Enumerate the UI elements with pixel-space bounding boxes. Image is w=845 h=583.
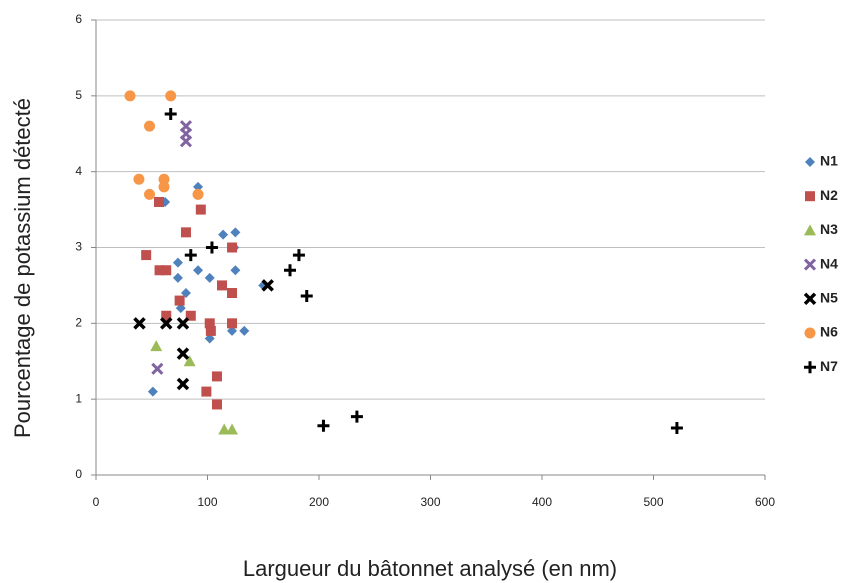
y-tick-label: 4 xyxy=(75,164,82,178)
point xyxy=(218,423,231,435)
y-tick-label: 0 xyxy=(75,467,82,481)
point xyxy=(211,371,222,382)
point xyxy=(161,310,172,321)
point xyxy=(150,340,163,352)
legend-text: N2 xyxy=(820,187,838,203)
point xyxy=(151,362,164,375)
point xyxy=(144,188,156,200)
point xyxy=(175,303,186,314)
point xyxy=(183,355,196,367)
point xyxy=(147,386,158,397)
point xyxy=(179,135,193,148)
point xyxy=(205,241,218,254)
legend-marker xyxy=(805,157,815,167)
legend-marker xyxy=(804,327,816,339)
y-tick-label: 6 xyxy=(75,12,82,26)
point xyxy=(227,318,238,329)
point xyxy=(161,265,172,276)
x-tick-label: 100 xyxy=(197,495,217,509)
point xyxy=(195,204,206,215)
point xyxy=(160,317,173,330)
point xyxy=(192,188,204,200)
point xyxy=(180,227,191,238)
point xyxy=(227,288,238,298)
point xyxy=(165,90,177,102)
point xyxy=(261,279,274,292)
point xyxy=(218,229,229,240)
y-axis-title: Pourcentage de potassium détecté xyxy=(10,98,35,438)
legend-marker xyxy=(805,191,815,202)
point xyxy=(172,257,183,268)
point xyxy=(180,288,191,298)
point xyxy=(227,325,238,336)
point xyxy=(205,325,216,336)
point xyxy=(141,250,152,261)
point xyxy=(144,120,156,132)
point xyxy=(184,249,197,262)
x-tick-label: 300 xyxy=(420,495,440,509)
y-tick-label: 1 xyxy=(75,391,82,405)
x-tick-label: 600 xyxy=(755,495,775,509)
x-tick-label: 400 xyxy=(532,495,552,509)
point xyxy=(176,377,190,391)
point xyxy=(230,227,241,238)
point xyxy=(204,272,215,283)
x-tick-label: 500 xyxy=(643,495,663,509)
point xyxy=(176,317,190,330)
point xyxy=(284,264,297,277)
x-tick-label: 200 xyxy=(309,495,329,509)
y-tick-label: 3 xyxy=(75,240,82,254)
point xyxy=(133,173,145,185)
point xyxy=(176,347,190,360)
point xyxy=(164,108,177,121)
point xyxy=(317,419,330,432)
point xyxy=(193,181,204,192)
point xyxy=(124,90,136,102)
point xyxy=(158,173,170,185)
point xyxy=(204,333,215,344)
point xyxy=(158,181,170,193)
point xyxy=(154,265,165,276)
point xyxy=(350,410,363,423)
point xyxy=(230,265,241,276)
legend-marker xyxy=(804,224,816,236)
point xyxy=(216,280,227,291)
point xyxy=(227,242,238,253)
point xyxy=(193,265,204,276)
legend-text: N6 xyxy=(820,324,838,340)
point xyxy=(292,249,305,262)
point xyxy=(226,423,239,435)
legend-marker xyxy=(803,292,817,306)
legend-text: N7 xyxy=(820,358,838,374)
point xyxy=(174,295,185,306)
point xyxy=(211,399,222,410)
y-tick-label: 2 xyxy=(75,316,82,330)
legend-text: N1 xyxy=(820,153,838,169)
point xyxy=(172,272,183,283)
point xyxy=(204,318,215,329)
legend-marker xyxy=(804,361,816,374)
point xyxy=(300,290,313,303)
legend-text: N3 xyxy=(820,221,838,237)
y-tick-label: 5 xyxy=(75,88,82,102)
point xyxy=(185,310,196,321)
legend-marker xyxy=(803,258,817,271)
x-axis-title: Largueur du bâtonnet analysé (en nm) xyxy=(243,556,617,581)
point xyxy=(153,197,164,207)
x-tick-label: 0 xyxy=(93,495,100,509)
point xyxy=(239,325,250,336)
point xyxy=(133,317,146,330)
legend-text: N5 xyxy=(820,290,838,306)
point xyxy=(670,421,683,434)
legend-text: N4 xyxy=(820,255,838,271)
point xyxy=(201,386,212,397)
